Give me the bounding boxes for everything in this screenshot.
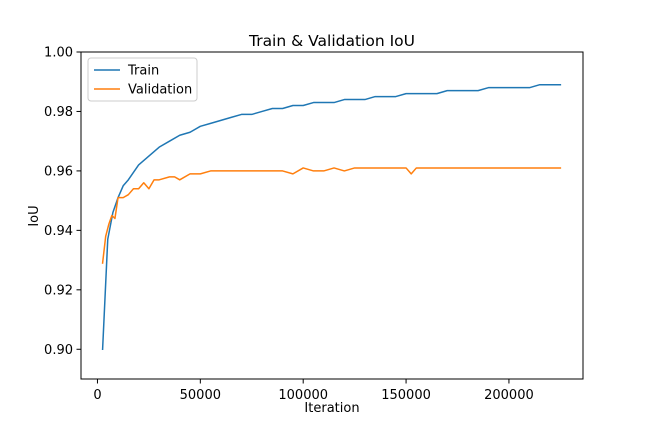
- y-tick-label: 0.96: [44, 164, 73, 179]
- legend-label-train: Train: [127, 64, 159, 79]
- series-line-validation: [101, 167, 562, 264]
- x-tick-label: 100000: [278, 388, 328, 403]
- y-tick-label: 0.98: [44, 105, 73, 120]
- x-tick-label: 50000: [180, 388, 221, 403]
- y-tick-label: 0.90: [44, 343, 73, 358]
- legend-label-validation: Validation: [128, 83, 192, 98]
- chart-title: Train & Validation IoU: [248, 32, 415, 50]
- plot-frame: [80, 51, 584, 380]
- y-axis-title: IoU: [27, 205, 42, 226]
- series-line-train: [101, 83, 562, 351]
- y-tick-label: 0.92: [44, 283, 73, 298]
- y-tick-label: 0.94: [44, 224, 73, 239]
- x-axis-title: Iteration: [304, 401, 359, 416]
- x-tick-label: 200000: [484, 388, 534, 403]
- x-tick-label: 150000: [381, 388, 431, 403]
- y-tick-label: 1.00: [44, 46, 73, 61]
- x-tick-label: 0: [93, 388, 101, 403]
- legend-box: [87, 57, 198, 102]
